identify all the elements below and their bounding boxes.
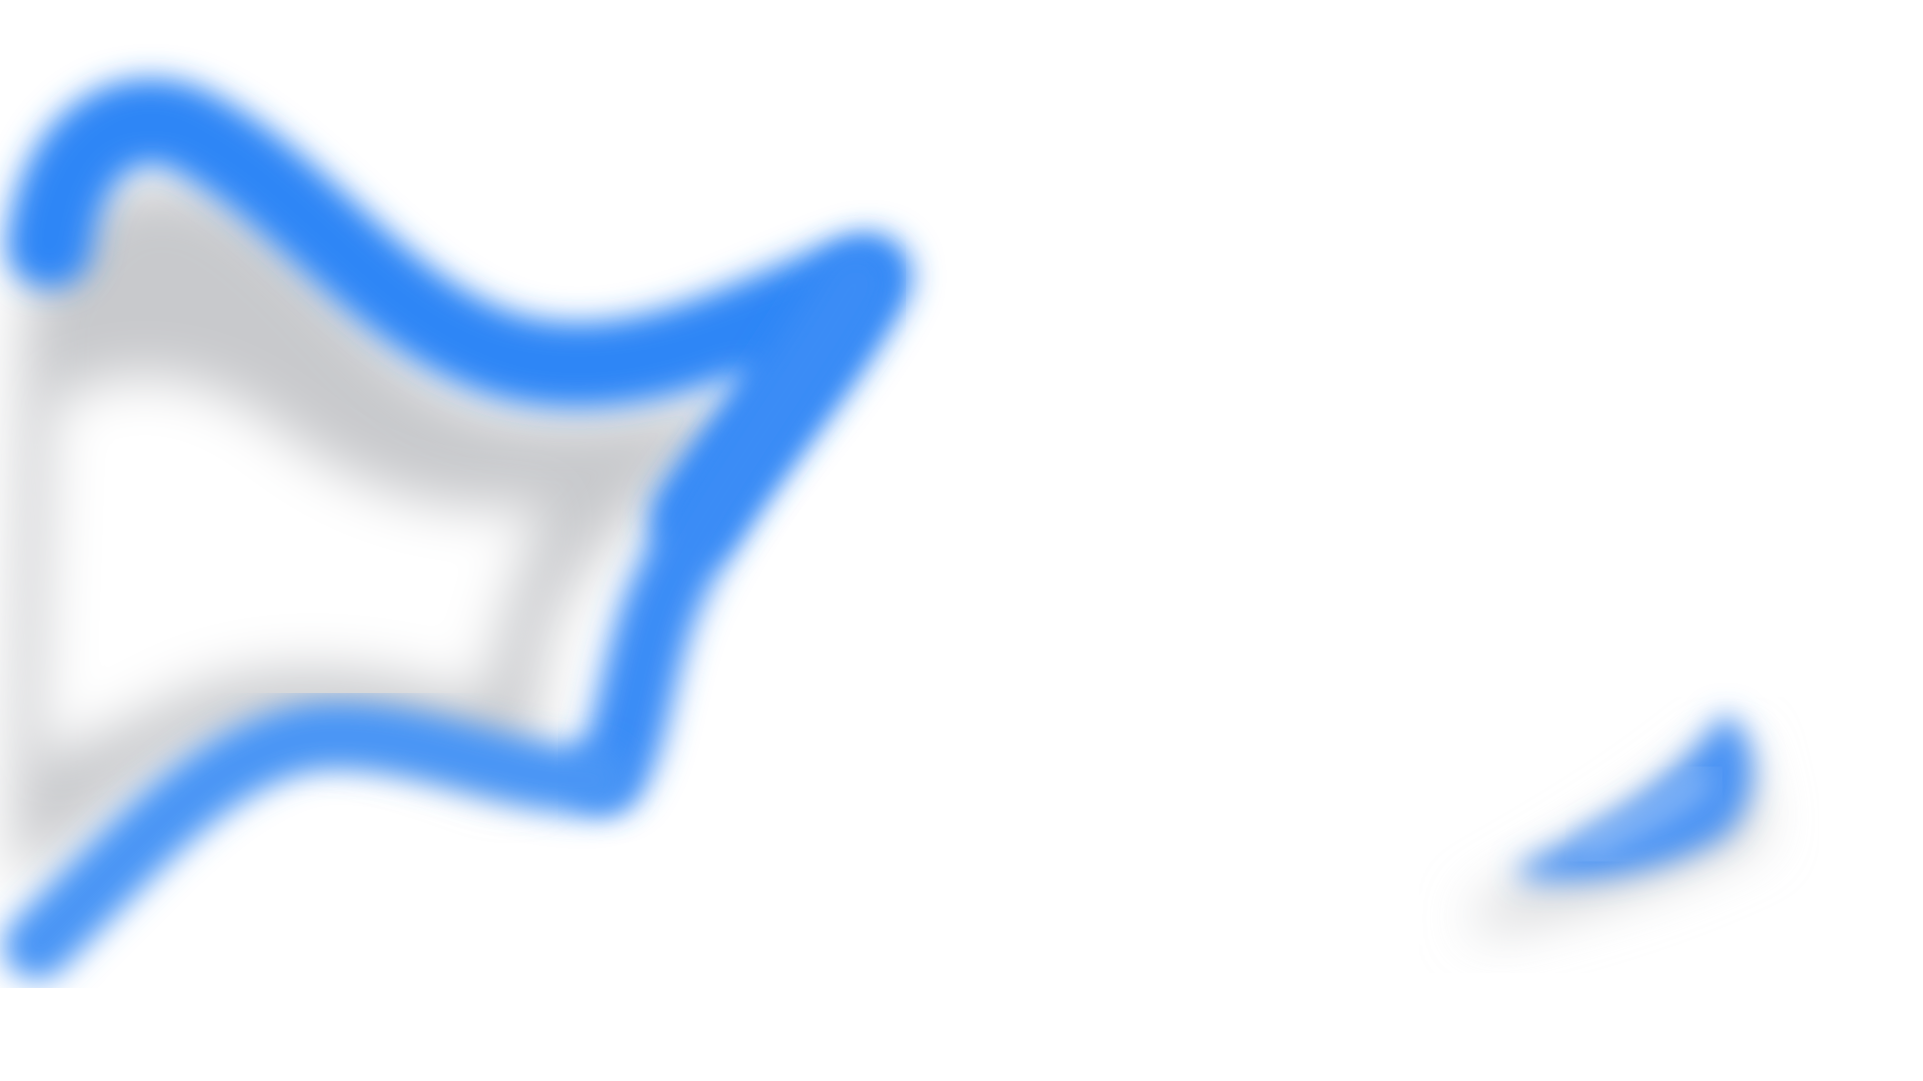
inner-area [37,375,546,762]
small-shape [1519,712,1753,880]
right-band [570,245,894,811]
bottom-band [3,701,630,980]
small-highlight [1576,768,1711,859]
